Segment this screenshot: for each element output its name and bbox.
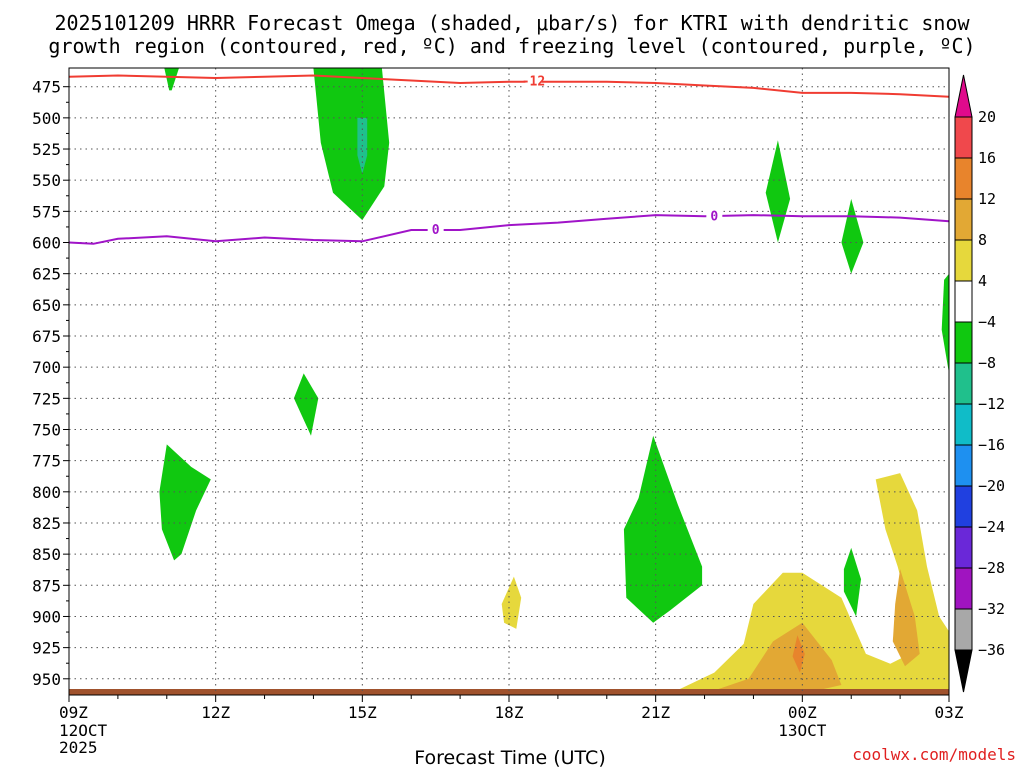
omega-region-13 <box>704 622 842 694</box>
colorbar-label-0: 20 <box>978 108 996 126</box>
contour-label-red: -12 <box>522 75 545 90</box>
x-axis-label: Forecast Time (UTC) <box>414 747 605 768</box>
omega-region-1 <box>164 68 179 91</box>
grid-lines <box>69 68 949 695</box>
colorbar-band-8 <box>954 403 973 446</box>
y-tick-label-475: 475 <box>32 78 61 97</box>
colorbar-label-6: −8 <box>978 354 996 372</box>
chart-title-line1: 2025101209 HRRR Forecast Omega (shaded, … <box>54 11 970 35</box>
y-tick-label-900: 900 <box>32 607 61 626</box>
colorbar-band-4 <box>954 239 973 282</box>
colorbar-label-8: −16 <box>978 436 1005 454</box>
omega-region-12 <box>675 473 949 694</box>
omega-region-4 <box>159 444 211 561</box>
y-tick-label-875: 875 <box>32 576 61 595</box>
colorbar-band-1 <box>954 116 973 159</box>
x-tick-label-03Z: 03Z <box>935 703 964 722</box>
y-tick-label-825: 825 <box>32 514 61 533</box>
y-tick-label-650: 650 <box>32 296 61 315</box>
omega-region-10 <box>941 273 949 374</box>
axis-ticks: 475 500 525 550 575 600 625 650 675 700 725 750 775 8… <box>32 78 964 757</box>
watermark-text: coolwx.com/models <box>852 745 1016 764</box>
y-tick-label-600: 600 <box>32 234 61 253</box>
colorbar-band-11 <box>954 526 973 569</box>
omega-region-8 <box>841 198 864 274</box>
colorbar-label-12: −32 <box>978 600 1005 618</box>
y-tick-label-500: 500 <box>32 109 61 128</box>
y-tick-label-525: 525 <box>32 140 61 159</box>
contour-lines: -12 0 0 <box>68 73 950 245</box>
colorbar-band-5 <box>954 280 973 323</box>
y-tick-label-725: 725 <box>32 389 61 408</box>
x-tick-label-21Z: 21Z <box>641 703 670 722</box>
contour-label-purple-2-bg <box>706 208 723 223</box>
y-tick-label-750: 750 <box>32 420 61 439</box>
colorbar-label-4: 4 <box>978 272 987 290</box>
y-tick-label-950: 950 <box>32 670 61 689</box>
omega-region-15 <box>792 635 805 673</box>
terrain-ground <box>69 689 949 695</box>
omega-region-7 <box>765 140 791 243</box>
x-tick-label-15Z: 15Z <box>348 703 377 722</box>
contour-label-purple-1-bg <box>427 222 444 237</box>
contour-label-purple-1: 0 <box>432 223 440 238</box>
contour-label-purple-2: 0 <box>710 209 718 224</box>
colorbar-label-10: −24 <box>978 518 1005 536</box>
y-tick-label-850: 850 <box>32 545 61 564</box>
omega-region-5 <box>293 373 319 436</box>
colorbar-band-13 <box>954 608 973 651</box>
colorbar-label-2: 12 <box>978 190 996 208</box>
colorbar-label-3: 8 <box>978 231 987 249</box>
x-tick-label-00Z: 00Z <box>788 703 817 722</box>
x-tick-label-18Z: 18Z <box>495 703 524 722</box>
colorbar-band-3 <box>954 198 973 241</box>
colorbar-band-12 <box>954 567 973 610</box>
colorbar-label-1: 16 <box>978 149 996 167</box>
y-tick-label-700: 700 <box>32 358 61 377</box>
colorbar-cap-top <box>954 74 973 118</box>
y-tick-label-550: 550 <box>32 171 61 190</box>
plot-frame <box>68 67 950 696</box>
omega-shading <box>159 68 949 694</box>
colorbar-label-13: −36 <box>978 641 1005 659</box>
colorbar-label-11: −28 <box>978 559 1005 577</box>
omega-region-6 <box>623 435 703 623</box>
colorbar-band-2 <box>954 157 973 200</box>
x-tick-date-12OCT: 12OCT <box>59 721 108 740</box>
colorbar-cap-bottom <box>954 649 973 693</box>
x-tick-year: 2025 <box>59 738 98 757</box>
y-tick-label-800: 800 <box>32 483 61 502</box>
omega-region-11 <box>501 576 522 629</box>
colorbar-band-10 <box>954 485 973 528</box>
y-tick-label-625: 625 <box>32 265 61 284</box>
x-tick-label-12Z: 12Z <box>201 703 230 722</box>
colorbar-label-7: −12 <box>978 395 1005 413</box>
chart-title-line2: growth region (contoured, red, ºC) and f… <box>48 34 976 58</box>
contour-line-purple <box>68 214 950 245</box>
colorbar-label-9: −20 <box>978 477 1005 495</box>
x-tick-label-09Z: 09Z <box>59 703 88 722</box>
omega-region-14 <box>892 569 920 667</box>
colorbar: 20 16 12 8 4 −4 −8 −12 −16 −20 −24 −28 −32 −36 <box>954 74 1005 693</box>
colorbar-label-5: −4 <box>978 313 996 331</box>
colorbar-band-6 <box>954 321 973 364</box>
x-tick-date-13OCT: 13OCT <box>778 721 827 740</box>
y-tick-label-675: 675 <box>32 327 61 346</box>
contour-label-red-bg <box>525 73 542 88</box>
y-tick-label-925: 925 <box>32 639 61 658</box>
y-tick-label-575: 575 <box>32 202 61 221</box>
y-tick-label-775: 775 <box>32 452 61 471</box>
contour-line-red <box>68 74 950 98</box>
omega-region-9 <box>843 547 861 617</box>
omega-region-2 <box>313 68 390 221</box>
colorbar-band-7 <box>954 362 973 405</box>
colorbar-band-9 <box>954 444 973 487</box>
